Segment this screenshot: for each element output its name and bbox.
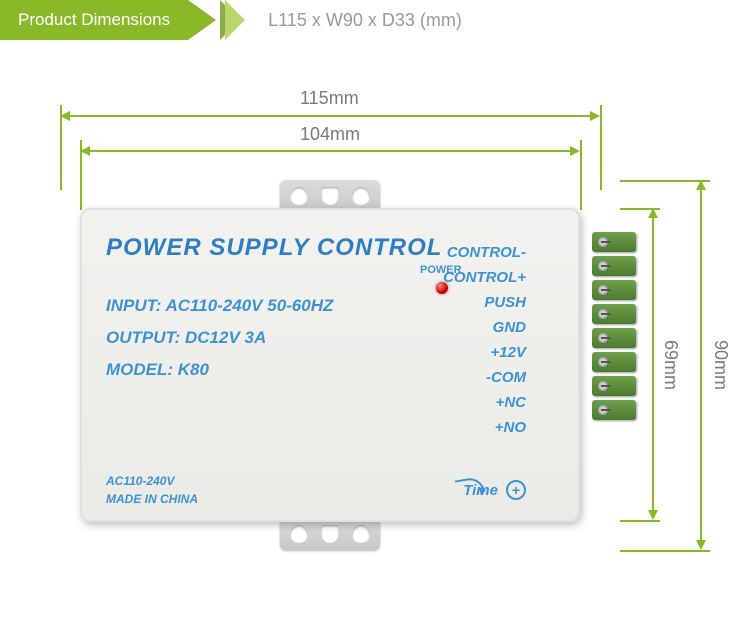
pin-label: GND xyxy=(443,315,526,340)
pin-label: +NO xyxy=(443,415,526,440)
pin-label: CONTROL- xyxy=(443,240,526,265)
arrow-right-icon xyxy=(590,111,600,121)
pin-label: PUSH xyxy=(443,290,526,315)
header-subtitle: L115 x W90 x D33 (mm) xyxy=(268,0,462,40)
dim-label-height-outer: 90mm xyxy=(710,340,731,390)
dim-label-height-inner: 69mm xyxy=(660,340,681,390)
device-footer: AC110-240V MADE IN CHINA xyxy=(106,472,198,508)
mounting-bracket-bottom xyxy=(280,518,380,550)
terminal xyxy=(592,280,636,300)
bracket-slot xyxy=(321,525,339,543)
ext-line xyxy=(620,550,710,552)
dim-line-width-outer xyxy=(70,115,590,117)
arrow-up-icon xyxy=(696,180,706,190)
device: POWER SUPPLY CONTROL INPUT: AC110-240V 5… xyxy=(60,190,600,540)
footer-origin: MADE IN CHINA xyxy=(106,490,198,508)
ext-line xyxy=(620,520,660,522)
terminal xyxy=(592,400,636,420)
dim-line-height-outer xyxy=(700,190,702,540)
terminal xyxy=(592,256,636,276)
dim-line-height-inner xyxy=(652,218,654,510)
terminal xyxy=(592,304,636,324)
pin-label: +NC xyxy=(443,390,526,415)
terminal xyxy=(592,328,636,348)
arrow-left-icon xyxy=(80,146,90,156)
arrow-up-icon xyxy=(648,208,658,218)
dim-label-width-outer: 115mm xyxy=(300,88,359,109)
pin-labels: CONTROL- CONTROL+ PUSH GND +12V -COM +NC… xyxy=(443,240,526,440)
time-row: Time xyxy=(463,480,526,500)
header-title: Product Dimensions xyxy=(18,10,170,30)
terminal xyxy=(592,352,636,372)
pin-label: CONTROL+ xyxy=(443,265,526,290)
device-body: POWER SUPPLY CONTROL INPUT: AC110-240V 5… xyxy=(80,208,580,522)
arrow-left-icon xyxy=(60,111,70,121)
dim-label-width-inner: 104mm xyxy=(300,124,360,145)
time-adjust-icon xyxy=(506,480,526,500)
dimension-diagram: 115mm 104mm 90mm 69mm POWER SUPPLY CONTR… xyxy=(0,60,750,620)
terminal xyxy=(592,232,636,252)
ext-line xyxy=(600,105,602,190)
pin-label: -COM xyxy=(443,365,526,390)
arrow-right-icon xyxy=(570,146,580,156)
arrow-down-icon xyxy=(648,510,658,520)
terminal xyxy=(592,376,636,396)
bracket-slot xyxy=(321,187,339,205)
header-bar: Product Dimensions L115 x W90 x D33 (mm) xyxy=(0,0,750,40)
dim-line-width-inner xyxy=(90,150,570,152)
header-title-block: Product Dimensions xyxy=(0,0,188,40)
terminal-block xyxy=(592,232,636,420)
pin-label: +12V xyxy=(443,340,526,365)
footer-voltage: AC110-240V xyxy=(106,472,198,490)
time-label: Time xyxy=(463,482,498,499)
header-chevron-icon xyxy=(225,0,245,40)
arrow-down-icon xyxy=(696,540,706,550)
